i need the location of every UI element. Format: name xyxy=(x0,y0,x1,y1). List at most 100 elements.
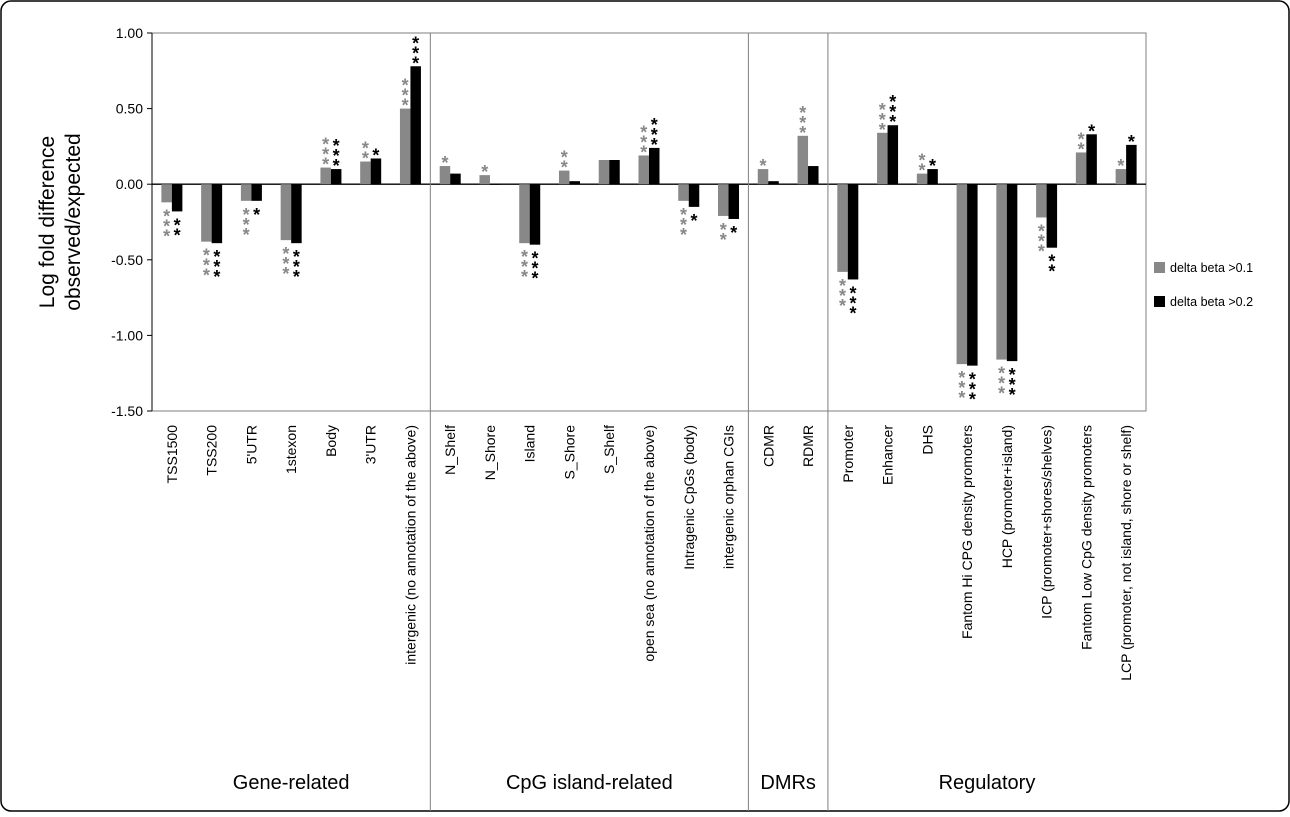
bar xyxy=(837,184,848,272)
x-tick-label: 3'UTR xyxy=(363,425,379,464)
significance-star: * xyxy=(1038,231,1045,251)
bars xyxy=(161,66,1137,366)
significance-star: * xyxy=(174,215,181,235)
significance-star: * xyxy=(929,156,936,176)
y-tick-label: 0.00 xyxy=(116,176,143,192)
bar xyxy=(171,184,183,212)
bar xyxy=(1036,184,1047,218)
bar xyxy=(996,184,1007,360)
significance-star: * xyxy=(203,246,210,266)
bar xyxy=(808,166,819,185)
bar xyxy=(598,160,610,185)
bar xyxy=(927,169,938,185)
group-label: DMRs xyxy=(760,772,816,794)
bar xyxy=(797,135,809,185)
x-tick-label: RDMR xyxy=(800,425,816,467)
significance-star: * xyxy=(1078,129,1085,149)
significance-star: * xyxy=(879,110,886,130)
bar xyxy=(558,170,570,185)
bar xyxy=(439,166,451,185)
bar xyxy=(450,173,461,185)
significance-star: * xyxy=(969,390,976,410)
significance-star: * xyxy=(1128,132,1135,152)
significance-star: * xyxy=(680,205,687,225)
significance-star: * xyxy=(412,33,419,53)
significance-star: * xyxy=(293,267,300,287)
significance-star: * xyxy=(322,145,329,165)
bar xyxy=(757,169,769,185)
significance-star: * xyxy=(1088,121,1095,141)
significance-star: * xyxy=(889,102,896,122)
x-tick-label: intergenic orphan CGIs xyxy=(721,425,737,569)
significance-star: * xyxy=(839,296,846,316)
x-tick-label: N_Shore xyxy=(482,425,498,480)
bar xyxy=(479,175,490,185)
significance-star: * xyxy=(850,293,857,313)
significance-star: * xyxy=(322,135,329,155)
x-tick-label: S_Shore xyxy=(561,425,577,480)
legend-label: delta beta >0.2 xyxy=(1170,295,1253,309)
significance-star: * xyxy=(889,92,896,112)
significance-star: * xyxy=(521,267,528,287)
significance-star: * xyxy=(174,225,181,245)
significance-star: * xyxy=(441,153,448,173)
group-labels: Gene-related CpG island-related DMRs Regula… xyxy=(233,33,1035,811)
y-tick-label: -1.00 xyxy=(111,327,143,343)
significance-star: * xyxy=(998,374,1005,394)
bar xyxy=(320,167,331,185)
significance-star: * xyxy=(333,136,340,156)
x-tick-label: HCP (promoter+island) xyxy=(999,425,1015,568)
x-tick-label: DHS xyxy=(919,425,935,455)
y-tick-label: 1.00 xyxy=(116,25,143,41)
bar xyxy=(649,147,660,185)
significance-star: * xyxy=(799,103,806,123)
legend: delta beta >0.1 delta beta >0.2 xyxy=(1154,261,1253,309)
significance-star: * xyxy=(333,146,340,166)
significance-star: * xyxy=(969,380,976,400)
significance-star: * xyxy=(1009,375,1016,395)
x-tick-label: N_Shelf xyxy=(442,425,458,475)
significance-star: * xyxy=(362,139,369,159)
significance-stars: ***************************** ******** ***… xyxy=(163,33,1135,409)
significance-star: * xyxy=(850,283,857,303)
significance-star: * xyxy=(889,112,896,132)
bar xyxy=(240,184,252,201)
bar xyxy=(1086,134,1097,185)
bar xyxy=(201,184,212,242)
significance-star: * xyxy=(760,156,767,176)
bar xyxy=(399,108,411,185)
significance-star: * xyxy=(163,206,170,226)
significance-star: * xyxy=(213,247,220,267)
x-tick-label: Fantom Low CpG density promoters xyxy=(1078,425,1094,650)
significance-star: * xyxy=(1117,156,1124,176)
x-tick-label: LCP (promoter, not island, shore or shel… xyxy=(1118,425,1134,681)
x-tick-label: 1stexon xyxy=(283,425,299,474)
group-label: Gene-related xyxy=(233,772,350,794)
group-label: CpG island-related xyxy=(506,772,673,794)
significance-star: * xyxy=(163,216,170,236)
significance-star: * xyxy=(691,211,698,231)
significance-star: * xyxy=(998,384,1005,404)
bar xyxy=(768,181,779,185)
significance-star: * xyxy=(243,215,250,235)
significance-star: * xyxy=(412,53,419,73)
x-tick-label: S_Shelf xyxy=(601,425,617,474)
x-tick-label: Fantom Hi CPG density promoters xyxy=(959,425,975,639)
legend-swatch xyxy=(1154,262,1165,273)
significance-star: * xyxy=(322,155,329,175)
significance-star: * xyxy=(293,247,300,267)
x-tick-label: 5'UTR xyxy=(243,425,259,464)
significance-star: * xyxy=(561,158,568,178)
significance-star: * xyxy=(282,264,289,284)
significance-star: * xyxy=(1009,385,1016,405)
significance-star: * xyxy=(253,205,260,225)
significance-star: * xyxy=(282,244,289,264)
significance-star: * xyxy=(1038,241,1045,261)
y-axis: 1.00 0.50 0.00 -0.50 -1.00 -1.50 xyxy=(111,25,153,419)
significance-star: * xyxy=(640,142,647,162)
significance-star: * xyxy=(521,247,528,267)
significance-star: * xyxy=(1048,262,1055,282)
bar xyxy=(877,132,888,185)
significance-star: * xyxy=(850,303,857,323)
bar xyxy=(847,184,859,280)
